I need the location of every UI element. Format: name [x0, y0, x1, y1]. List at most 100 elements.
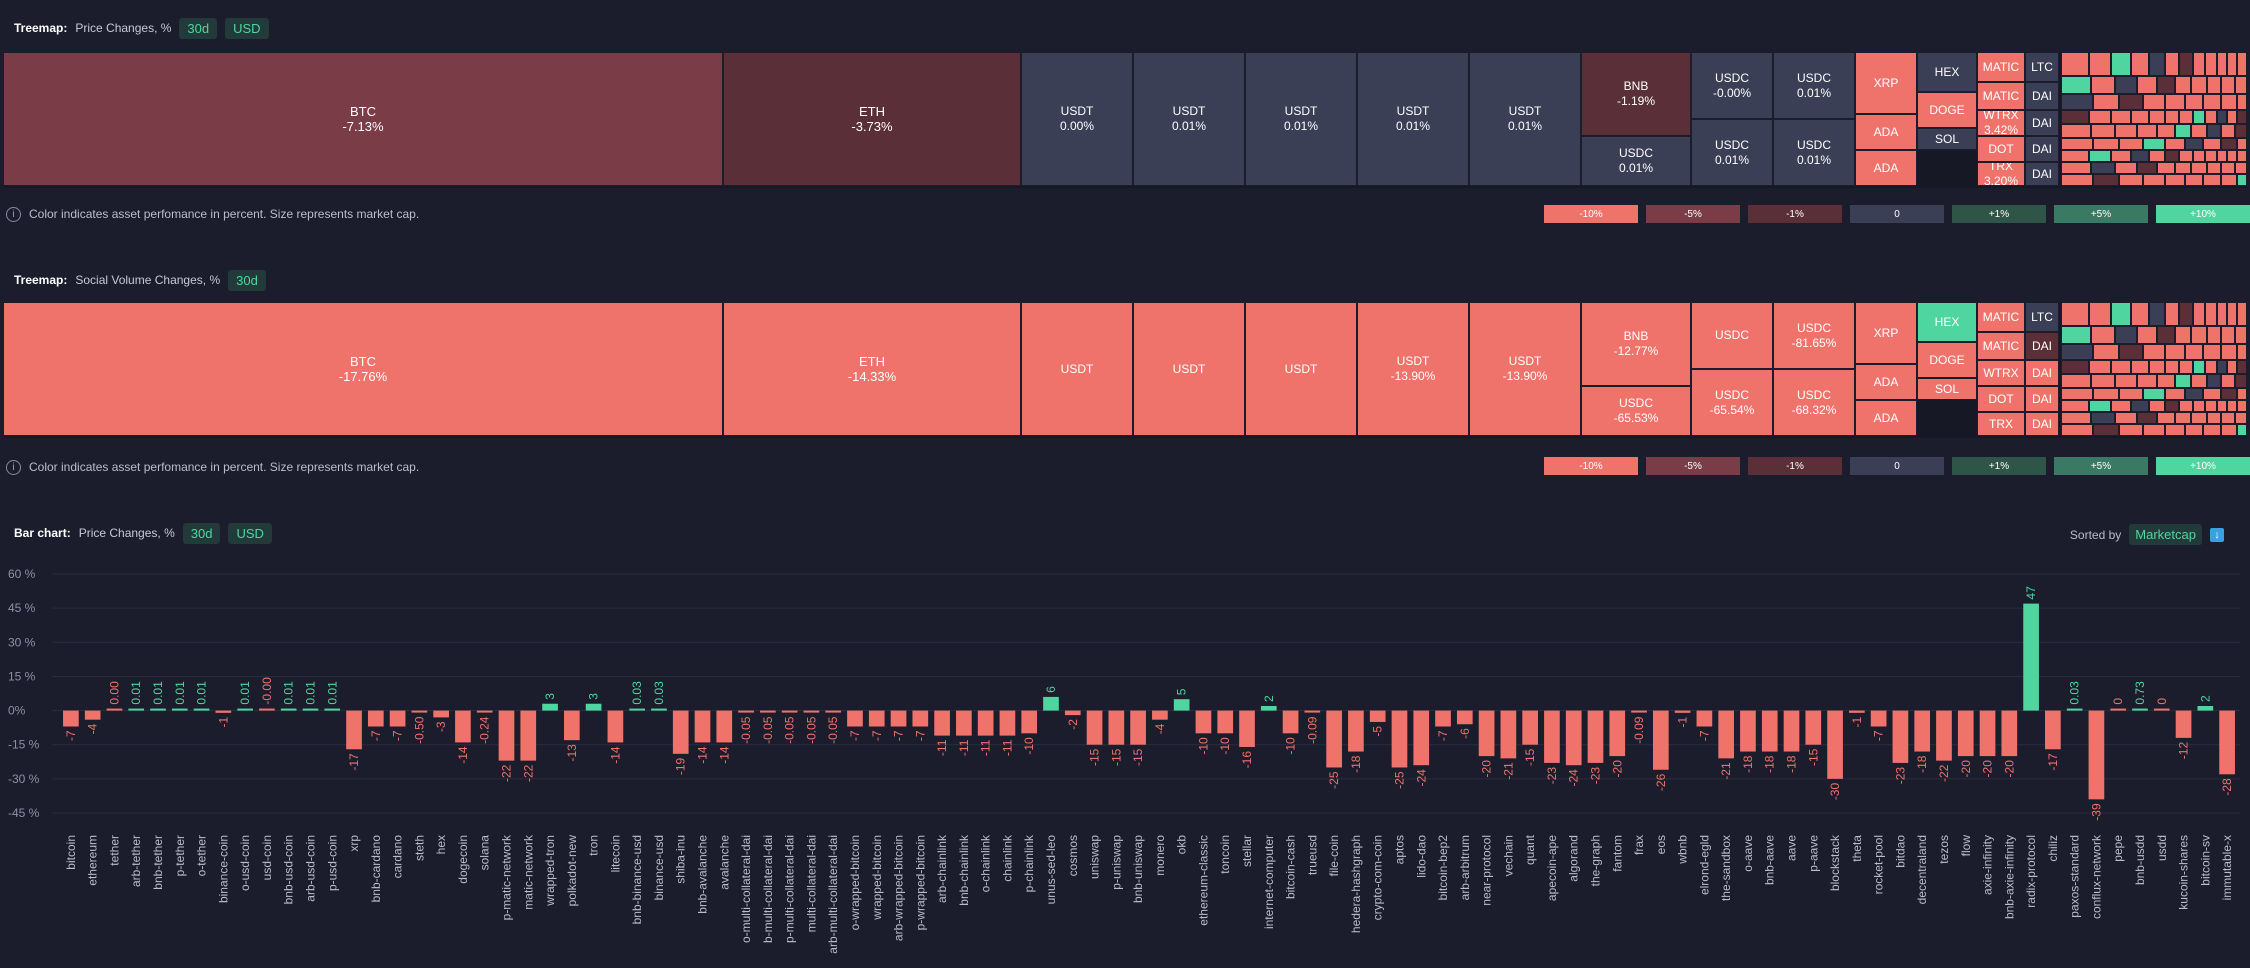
treemap-cell-small[interactable] — [2235, 124, 2247, 138]
bar[interactable] — [1086, 710, 1103, 745]
bar[interactable] — [2197, 706, 2214, 711]
bar[interactable] — [934, 710, 950, 736]
treemap-cell-small[interactable] — [2157, 124, 2175, 138]
treemap-cell[interactable]: WTRX 3.42% — [1977, 110, 2025, 136]
treemap-cell[interactable]: USDC -65.54% — [1691, 369, 1773, 436]
bar[interactable] — [237, 708, 253, 711]
treemap-cell-small[interactable] — [2165, 94, 2185, 110]
treemap-cell[interactable]: DAI — [2025, 162, 2059, 186]
treemap-cell-small[interactable] — [2221, 344, 2237, 360]
bar[interactable] — [1914, 710, 1931, 752]
treemap-cell-small[interactable] — [2227, 150, 2237, 162]
treemap-cell-small[interactable] — [2061, 302, 2089, 326]
treemap-cell-small[interactable] — [2091, 326, 2115, 344]
treemap-cell-small[interactable] — [2091, 374, 2115, 388]
treemap-cell-small[interactable] — [2089, 360, 2111, 374]
treemap-cell-small[interactable] — [2217, 110, 2227, 124]
treemap-cell-small[interactable] — [2193, 360, 2205, 374]
treemap-cell-small[interactable] — [2091, 412, 2115, 424]
treemap-cell-small[interactable] — [2221, 76, 2235, 94]
currency-pill[interactable]: USD — [225, 17, 269, 39]
treemap-cell[interactable]: SOL — [1917, 378, 1977, 400]
treemap-cell-small[interactable] — [2217, 400, 2227, 412]
treemap-cell-small[interactable] — [2157, 326, 2175, 344]
currency-pill[interactable]: USD — [228, 522, 272, 544]
treemap-cell[interactable]: BTC -17.76% — [3, 302, 723, 436]
treemap-cell-small[interactable] — [2149, 360, 2165, 374]
treemap-cell-small[interactable] — [2137, 162, 2157, 174]
bar[interactable] — [1021, 710, 1038, 734]
bar[interactable] — [1500, 710, 1517, 759]
treemap-cell-small[interactable] — [2131, 52, 2149, 76]
bar[interactable] — [1827, 710, 1843, 779]
bar[interactable] — [738, 710, 754, 713]
treemap-cell[interactable]: SOL — [1917, 128, 1977, 150]
treemap-cell-small[interactable] — [2061, 110, 2089, 124]
treemap-cell-small[interactable] — [2191, 374, 2207, 388]
treemap-cell-small[interactable] — [2235, 162, 2247, 174]
treemap-cell[interactable]: DOT — [1977, 136, 2025, 162]
treemap-cell-small[interactable] — [2205, 302, 2217, 326]
bar[interactable] — [563, 710, 580, 741]
bar[interactable] — [150, 708, 166, 711]
treemap-cell[interactable]: USDC 0.01% — [1691, 119, 1773, 186]
treemap-cell-small[interactable] — [2235, 326, 2247, 344]
bar[interactable] — [847, 710, 863, 727]
treemap-cell[interactable]: USDT 0.01% — [1469, 52, 1581, 186]
bar[interactable] — [84, 710, 101, 720]
treemap-cell-small[interactable] — [2143, 424, 2165, 436]
bar[interactable] — [890, 710, 907, 727]
treemap-cell-small[interactable] — [2207, 124, 2221, 138]
treemap-cell-small[interactable] — [2115, 162, 2137, 174]
treemap-cell-small[interactable] — [2137, 374, 2157, 388]
bar[interactable] — [346, 710, 362, 750]
treemap-cell-small[interactable] — [2165, 360, 2179, 374]
treemap-cell-small[interactable] — [2179, 150, 2193, 162]
treemap-cell-small[interactable] — [2061, 52, 2089, 76]
treemap-cell-small[interactable] — [2235, 76, 2247, 94]
bar[interactable] — [411, 710, 428, 713]
treemap-cell-small[interactable] — [2089, 52, 2111, 76]
treemap-cell-small[interactable] — [2237, 150, 2247, 162]
treemap-cell[interactable]: BNB -1.19% — [1581, 52, 1691, 136]
treemap-cell[interactable]: USDT -13.90% — [1469, 302, 1581, 436]
bar[interactable] — [1304, 710, 1321, 713]
treemap-cell[interactable]: ADA — [1855, 400, 1917, 436]
treemap-cell-small[interactable] — [2237, 138, 2247, 150]
treemap-cell-small[interactable] — [2179, 360, 2193, 374]
treemap-cell-small[interactable] — [2143, 174, 2165, 186]
treemap-cell-small[interactable] — [2237, 388, 2247, 400]
treemap-cell[interactable]: MATIC — [1977, 82, 2025, 110]
treemap-cell[interactable]: DOGE — [1917, 92, 1977, 128]
treemap-cell-small[interactable] — [2235, 374, 2247, 388]
treemap-cell-small[interactable] — [2205, 360, 2217, 374]
bar[interactable] — [171, 708, 188, 711]
treemap-cell-small[interactable] — [2205, 400, 2217, 412]
treemap-cell-small[interactable] — [2137, 412, 2157, 424]
treemap-cell-small[interactable] — [2227, 52, 2237, 76]
treemap-cell[interactable]: DAI — [2025, 110, 2059, 136]
bar[interactable] — [1805, 710, 1822, 745]
bar[interactable] — [1348, 710, 1364, 752]
bar[interactable] — [672, 710, 689, 754]
treemap-cell[interactable]: DAI — [2025, 360, 2059, 386]
treemap-cell-small[interactable] — [2221, 424, 2237, 436]
treemap-cell-small[interactable] — [2237, 344, 2247, 360]
bar[interactable] — [1326, 710, 1342, 768]
bar[interactable] — [2045, 710, 2061, 750]
treemap-cell[interactable]: TRX 3.20% — [1977, 162, 2025, 186]
treemap-cell[interactable]: USDC — [1691, 302, 1773, 369]
treemap-cell[interactable]: USDT 0.01% — [1133, 52, 1245, 186]
treemap-cell-small[interactable] — [2165, 344, 2185, 360]
treemap-cell-small[interactable] — [2119, 174, 2143, 186]
treemap-cell-small[interactable] — [2185, 138, 2203, 150]
treemap-cell-small[interactable] — [2111, 110, 2131, 124]
treemap-cell-small[interactable] — [2061, 412, 2091, 424]
bar[interactable] — [324, 708, 341, 711]
treemap-cell[interactable]: XRP — [1855, 302, 1917, 364]
bar[interactable] — [912, 710, 929, 727]
treemap-cell-small[interactable] — [2237, 424, 2247, 436]
treemap-cell-small[interactable] — [2115, 76, 2137, 94]
treemap-cell-small[interactable] — [2115, 124, 2137, 138]
treemap-cell[interactable]: USDC -81.65% — [1773, 302, 1855, 369]
